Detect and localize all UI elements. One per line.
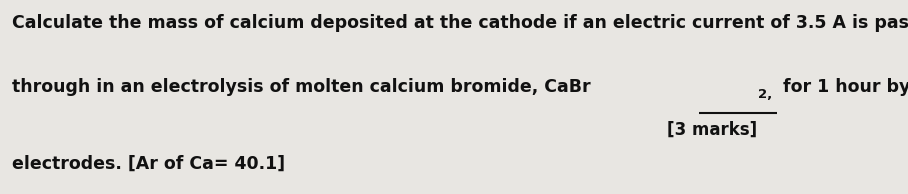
Text: through in an electrolysis of molten calcium bromide, CaBr: through in an electrolysis of molten cal… [12, 78, 590, 96]
Text: Calculate the mass of calcium deposited at the cathode if an electric current of: Calculate the mass of calcium deposited … [12, 14, 908, 32]
Text: electrodes. [Ar of Ca= 40.1]: electrodes. [Ar of Ca= 40.1] [12, 155, 285, 173]
Text: [3 marks]: [3 marks] [667, 120, 757, 138]
Text: through in an electrolysis of molten calcium bromide,: through in an electrolysis of molten cal… [12, 78, 544, 96]
Text: 2,: 2, [758, 88, 773, 101]
Text: for 1 hour by using inert: for 1 hour by using inert [777, 78, 908, 96]
